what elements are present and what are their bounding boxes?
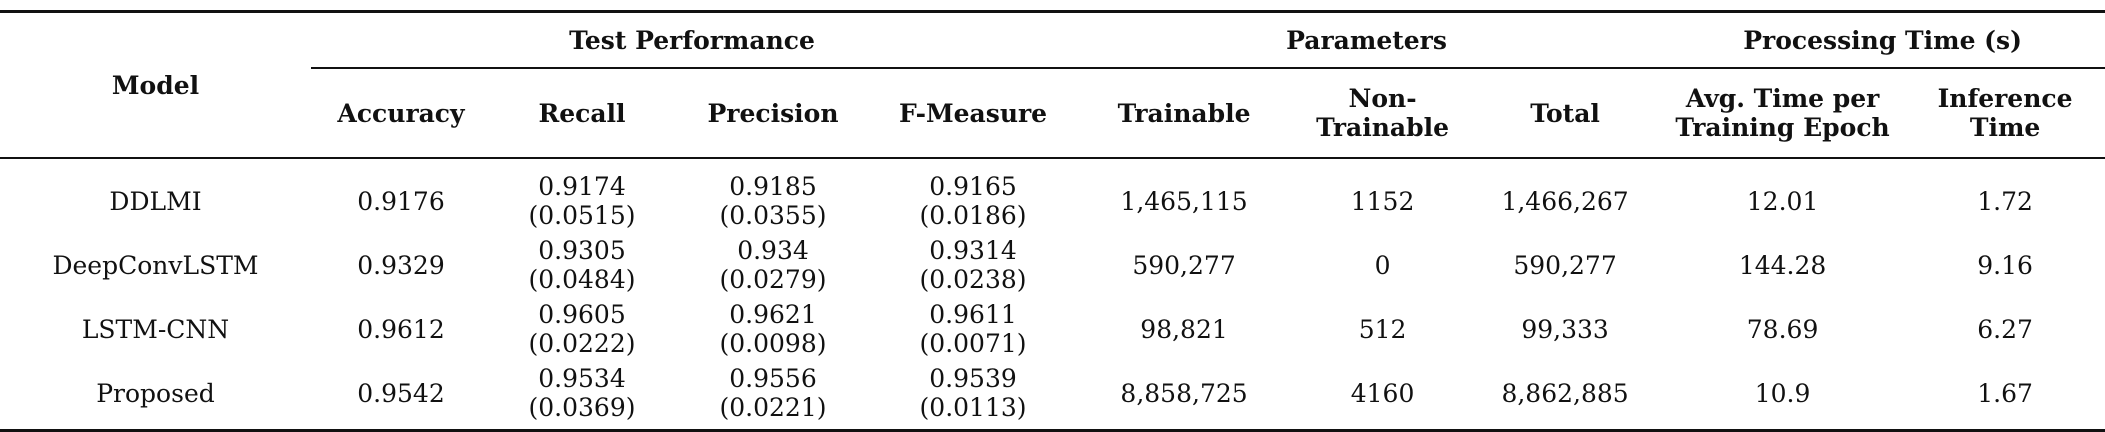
cell-model: DeepConvLSTM	[52, 250, 259, 280]
header-precision: Precision	[673, 68, 873, 159]
header-inference-time: Inference Time	[1905, 68, 2105, 159]
header-group-test-performance: Test Performance	[311, 10, 1074, 69]
cell-precision: 0.9556 (0.0221)	[673, 361, 873, 432]
cell-f-measure: 0.9165 (0.0186)	[873, 158, 1073, 233]
header-avg-time-line2: Training Epoch	[1675, 113, 1890, 142]
table-row: DeepConvLSTM 0.9329 0.9305 (0.0484) 0.93…	[0, 233, 2105, 297]
cell-recall-value: 0.9174	[538, 172, 626, 201]
table-header: Model Test Performance Parameters Proces…	[0, 10, 2105, 159]
cell-precision-sd: (0.0279)	[719, 265, 827, 294]
cell-avg-epoch: 12.01	[1746, 186, 1819, 216]
header-group-row: Model Test Performance Parameters Proces…	[0, 10, 2105, 159]
header-non-trainable: Non- Trainable	[1295, 68, 1471, 159]
cell-accuracy: 0.9176	[357, 186, 445, 216]
cell-recall-value: 0.9605	[538, 300, 626, 329]
cell-trainable: 1,465,115	[1120, 186, 1248, 216]
cell-model: DDLMI	[109, 186, 202, 216]
header-total: Total	[1470, 68, 1661, 159]
cell-precision-value: 0.9556	[729, 364, 817, 393]
cell-precision-sd: (0.0355)	[719, 201, 827, 230]
cell-recall-sd: (0.0222)	[528, 329, 636, 358]
cell-recall: 0.9174 (0.0515)	[491, 158, 673, 233]
cell-trainable: 590,277	[1132, 250, 1236, 280]
cell-precision: 0.9185 (0.0355)	[673, 158, 873, 233]
results-table: Model Test Performance Parameters Proces…	[0, 10, 2105, 432]
cell-avg-epoch: 78.69	[1746, 314, 1819, 344]
cell-f-measure-value: 0.9611	[929, 300, 1017, 329]
header-model: Model	[0, 10, 311, 159]
cell-precision: 0.9621 (0.0098)	[673, 297, 873, 361]
header-inference-line2: Time	[1969, 113, 2041, 142]
cell-f-measure-value: 0.9314	[929, 236, 1017, 265]
cell-f-measure: 0.9611 (0.0071)	[873, 297, 1073, 361]
cell-f-measure-value: 0.9539	[929, 364, 1017, 393]
header-avg-time-per-epoch: Avg. Time per Training Epoch	[1660, 68, 1906, 159]
table-row: LSTM-CNN 0.9612 0.9605 (0.0222) 0.9621 (…	[0, 297, 2105, 361]
header-non-trainable-line2: Trainable	[1316, 113, 1449, 142]
cell-precision: 0.934 (0.0279)	[673, 233, 873, 297]
header-avg-time-line1: Avg. Time per	[1685, 84, 1880, 113]
cell-model: Proposed	[0, 361, 311, 432]
header-group-parameters: Parameters	[1073, 10, 1661, 69]
cell-recall: 0.9605 (0.0222)	[491, 297, 673, 361]
cell-trainable: 8,858,725	[1073, 361, 1296, 432]
cell-precision-sd: (0.0221)	[719, 393, 827, 422]
cell-precision-value: 0.9621	[729, 300, 817, 329]
cell-total: 99,333	[1521, 314, 1609, 344]
cell-non-trainable: 0	[1374, 250, 1391, 280]
cell-recall: 0.9305 (0.0484)	[491, 233, 673, 297]
results-table-container: Model Test Performance Parameters Proces…	[0, 10, 2105, 432]
cell-recall-value: 0.9534	[538, 364, 626, 393]
cell-f-measure-sd: (0.0238)	[919, 265, 1027, 294]
cell-f-measure-sd: (0.0071)	[919, 329, 1027, 358]
cell-f-measure: 0.9539 (0.0113)	[873, 361, 1074, 432]
header-f-measure: F-Measure	[873, 68, 1074, 159]
cell-inference: 1.72	[1977, 186, 2033, 216]
cell-avg-epoch: 144.28	[1738, 250, 1827, 280]
header-accuracy: Accuracy	[311, 68, 491, 159]
cell-total: 590,277	[1513, 250, 1617, 280]
cell-inference: 6.27	[1977, 314, 2033, 344]
cell-precision-value: 0.934	[737, 236, 809, 265]
cell-non-trainable: 1152	[1350, 186, 1415, 216]
table-body: DDLMI 0.9176 0.9174 (0.0515) 0.9185 (0.0…	[0, 158, 2105, 432]
cell-precision-sd: (0.0098)	[719, 329, 827, 358]
cell-precision-value: 0.9185	[729, 172, 817, 201]
cell-recall-sd: (0.0484)	[528, 265, 636, 294]
cell-recall-sd: (0.0369)	[528, 393, 636, 422]
cell-f-measure-value: 0.9165	[929, 172, 1017, 201]
cell-f-measure: 0.9314 (0.0238)	[873, 233, 1073, 297]
header-recall: Recall	[491, 68, 673, 159]
cell-non-trainable: 4160	[1295, 361, 1471, 432]
cell-recall: 0.9534 (0.0369)	[491, 361, 673, 432]
cell-trainable: 98,821	[1140, 314, 1228, 344]
cell-recall-value: 0.9305	[538, 236, 626, 265]
table-row: Proposed 0.9542 0.9534 (0.0369) 0.9556 (…	[0, 361, 2105, 432]
cell-accuracy: 0.9612	[357, 314, 445, 344]
cell-recall-sd: (0.0515)	[528, 201, 636, 230]
cell-accuracy: 0.9542	[311, 361, 491, 432]
cell-inference: 1.67	[1905, 361, 2105, 432]
cell-total: 1,466,267	[1501, 186, 1629, 216]
cell-inference: 9.16	[1977, 250, 2033, 280]
cell-avg-epoch: 10.9	[1660, 361, 1906, 432]
cell-total: 8,862,885	[1470, 361, 1661, 432]
header-inference-line1: Inference	[1937, 84, 2073, 113]
header-non-trainable-line1: Non-	[1348, 84, 1417, 113]
header-group-processing-time: Processing Time (s)	[1660, 10, 2105, 69]
header-column-row: Accuracy Recall Precision F-Measure Trai…	[0, 68, 2105, 159]
cell-model: LSTM-CNN	[81, 314, 230, 344]
cell-f-measure-sd: (0.0186)	[919, 201, 1027, 230]
cell-f-measure-sd: (0.0113)	[919, 393, 1027, 422]
header-trainable: Trainable	[1073, 68, 1296, 159]
cell-non-trainable: 512	[1358, 314, 1407, 344]
table-row: DDLMI 0.9176 0.9174 (0.0515) 0.9185 (0.0…	[0, 158, 2105, 233]
cell-accuracy: 0.9329	[357, 250, 445, 280]
